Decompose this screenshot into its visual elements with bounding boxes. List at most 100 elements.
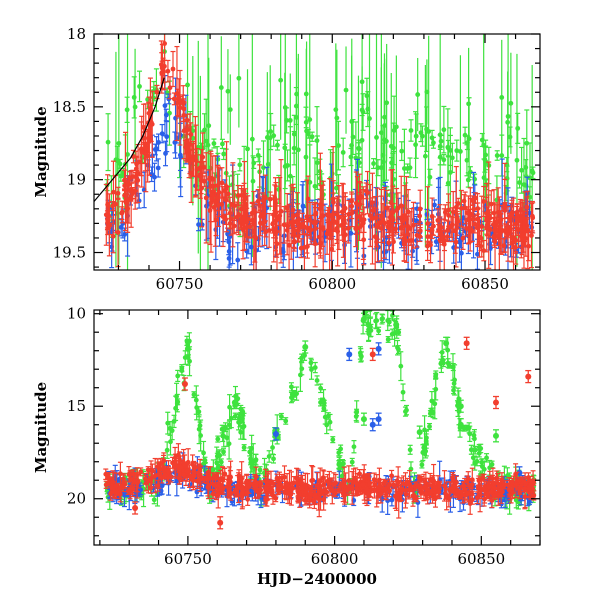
data-point [241, 423, 247, 429]
data-point [462, 205, 468, 211]
outlier-point [457, 421, 464, 428]
data-point [141, 124, 147, 130]
outlier-point [492, 432, 499, 439]
data-point [110, 233, 116, 239]
data-point [126, 197, 132, 202]
data-point [307, 228, 312, 234]
data-point [467, 431, 473, 437]
data-point [476, 444, 482, 450]
data-point [373, 318, 379, 324]
series-f23e2e [103, 34, 536, 270]
data-point [122, 232, 128, 237]
data-point [137, 83, 142, 89]
data-point [248, 460, 254, 466]
data-point [439, 225, 445, 230]
data-point [185, 148, 191, 153]
data-point [417, 228, 423, 234]
data-point [354, 410, 359, 415]
data-point [219, 201, 225, 207]
data-point [257, 467, 263, 473]
data-point [464, 210, 470, 216]
data-point [253, 235, 259, 241]
bottom-panel: 60750 60800 60850101520MagnitudeHJD−240000… [32, 305, 541, 588]
data-point [214, 460, 220, 466]
data-point [225, 88, 231, 94]
data-point [163, 112, 169, 118]
data-point [481, 199, 487, 204]
outlier-point [416, 429, 423, 436]
data-point [196, 222, 201, 227]
data-point [471, 432, 477, 438]
data-point [423, 448, 429, 454]
data-point [236, 75, 242, 81]
data-point [481, 142, 487, 148]
data-point [455, 201, 461, 206]
data-point [267, 196, 273, 202]
data-point [449, 155, 455, 161]
y-tick-label: 19.5 [53, 244, 86, 262]
data-point [348, 154, 354, 160]
data-point [236, 419, 242, 425]
data-point [501, 243, 507, 249]
data-point [405, 209, 411, 215]
data-point [430, 410, 436, 416]
data-point [220, 141, 225, 147]
data-point [179, 365, 185, 371]
data-point [191, 392, 197, 398]
data-point [440, 360, 446, 366]
data-point [110, 203, 116, 209]
data-point [479, 224, 485, 229]
data-point [413, 133, 419, 139]
data-point [298, 372, 303, 378]
data-point [408, 128, 414, 133]
data-point [367, 116, 372, 121]
plot-area [103, 310, 537, 530]
data-point [376, 328, 382, 334]
data-point [283, 418, 289, 424]
data-point [371, 161, 376, 166]
data-point [185, 355, 191, 361]
data-point [173, 405, 178, 411]
data-point [426, 129, 432, 134]
data-point [305, 244, 310, 249]
data-point [203, 195, 209, 201]
data-point [320, 213, 326, 219]
data-point [418, 130, 424, 136]
data-point [226, 422, 232, 428]
data-point [429, 398, 435, 404]
data-point [374, 239, 379, 245]
data-point [261, 165, 266, 170]
data-point [530, 215, 536, 221]
data-point [404, 407, 409, 413]
data-point [132, 104, 138, 110]
data-point [483, 152, 489, 158]
data-point [159, 65, 165, 71]
data-point [215, 451, 221, 457]
data-point [125, 152, 130, 157]
data-point [205, 142, 211, 148]
data-point [325, 413, 331, 419]
data-point [466, 101, 472, 107]
data-point [235, 396, 241, 402]
data-point [257, 203, 263, 208]
outlier-point [443, 340, 450, 347]
data-point [105, 139, 111, 145]
data-point [168, 439, 173, 445]
data-point [387, 224, 393, 230]
data-point [162, 103, 168, 109]
x-tick-label: 60750 [156, 275, 204, 293]
data-point [245, 146, 250, 152]
data-point [377, 220, 383, 226]
data-point [226, 239, 232, 245]
data-point [264, 135, 270, 140]
data-point [457, 239, 462, 245]
model-curve [94, 77, 165, 202]
data-point [391, 239, 396, 245]
data-point [251, 229, 257, 235]
data-point [258, 220, 263, 226]
data-point [303, 91, 309, 97]
data-point [448, 224, 454, 230]
data-point [494, 153, 500, 158]
data-point [227, 107, 233, 113]
data-point [445, 228, 451, 233]
